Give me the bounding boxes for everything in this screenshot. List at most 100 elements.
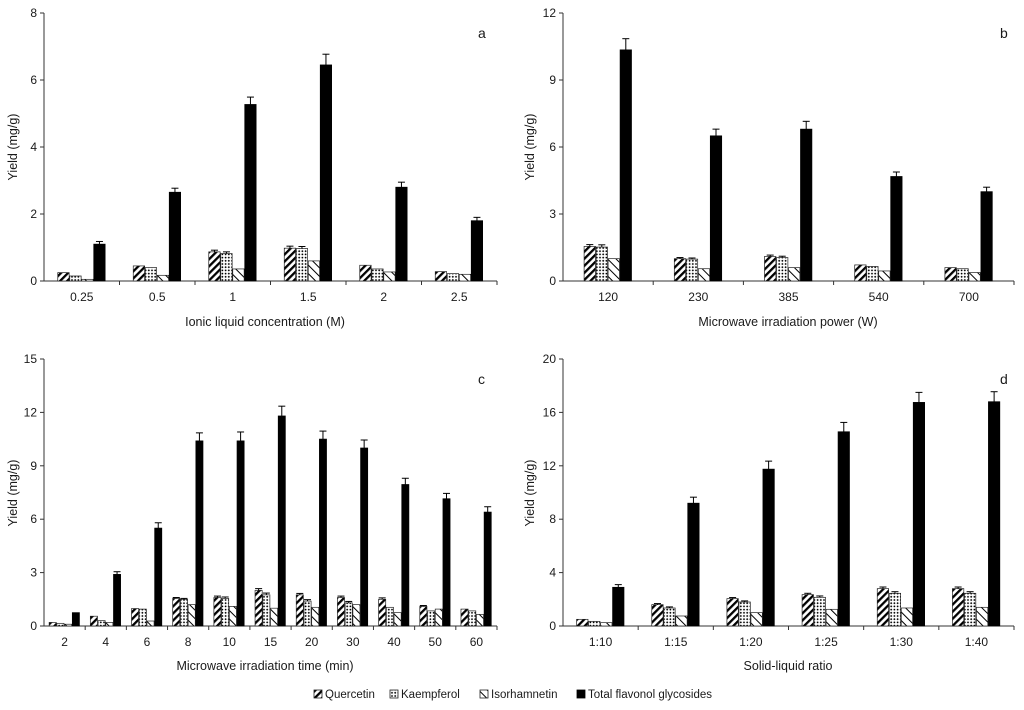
- bar-isorhamnetin: [352, 604, 361, 627]
- y-tick-label: 0: [30, 274, 37, 288]
- bar-isorhamnetin: [81, 278, 94, 282]
- bar-isorhamnetin: [675, 615, 688, 627]
- x-tick-label: 30: [346, 635, 360, 649]
- bar-isorhamnetin: [750, 612, 763, 627]
- y-tick-label: 15: [24, 352, 38, 366]
- x-tick-label: 20: [305, 635, 319, 649]
- bar-total-flavonol-glycosides: [912, 402, 925, 627]
- panel-b-ticks: 0 3 6 9 12 120 230 385 540 700: [543, 6, 1015, 304]
- bar-isorhamnetin: [187, 604, 196, 627]
- bar-isorhamnetin: [228, 606, 237, 627]
- bar-kaempferol: [144, 267, 157, 282]
- y-tick-label: 8: [30, 6, 37, 20]
- bar-total-flavonol-glycosides: [800, 128, 813, 282]
- x-tick-label: 4: [102, 635, 109, 649]
- bar-kaempferol: [446, 273, 459, 282]
- panel-b-ylabel: Yield (mg/g): [523, 114, 537, 181]
- bar-quercetin: [673, 258, 687, 282]
- bar-kaempferol: [595, 246, 608, 282]
- bar-quercetin: [434, 271, 447, 282]
- x-tick-label: 10: [223, 635, 237, 649]
- y-tick-label: 2: [30, 207, 37, 221]
- x-tick-label: 50: [429, 635, 443, 649]
- panel-c-xlabel: Microwave irradiation time (min): [176, 659, 353, 673]
- bar-total-flavonol-glycosides: [980, 191, 993, 282]
- bar-kaempferol: [468, 610, 477, 627]
- bar-total-flavonol-glycosides: [442, 498, 451, 627]
- bar-total-flavonol-glycosides: [890, 176, 903, 282]
- x-tick-label: 40: [387, 635, 401, 649]
- bar-kaempferol: [964, 592, 977, 627]
- bar-quercetin: [583, 246, 596, 282]
- bar-kaempferol: [180, 598, 188, 627]
- panel-c-ylabel: Yield (mg/g): [6, 460, 20, 527]
- bar-quercetin: [952, 588, 965, 627]
- bar-kaempferol: [588, 620, 601, 627]
- bar-quercetin: [254, 590, 263, 627]
- bar-kaempferol: [738, 601, 751, 627]
- bar-total-flavonol-glycosides: [612, 586, 625, 627]
- x-tick-label: 2: [61, 635, 68, 649]
- bar-isorhamnetin: [976, 606, 989, 627]
- x-tick-label: 1:15: [664, 635, 688, 649]
- bar-total-flavonol-glycosides: [360, 447, 369, 627]
- panel-b-label: b: [1000, 25, 1008, 41]
- bar-total-flavonol-glycosides: [762, 468, 775, 627]
- bar-quercetin: [213, 597, 222, 627]
- bar-total-flavonol-glycosides: [319, 438, 327, 627]
- y-tick-label: 6: [549, 140, 556, 154]
- bar-isorhamnetin: [307, 260, 320, 282]
- panel-b-xlabel: Microwave irradiation power (W): [698, 315, 877, 329]
- x-tick-label: 700: [959, 290, 979, 304]
- x-tick-label: 120: [598, 290, 618, 304]
- y-tick-label: 8: [549, 512, 556, 526]
- bar-total-flavonol-glycosides: [195, 440, 204, 627]
- bar-quercetin: [651, 604, 664, 627]
- panel-a-label: a: [478, 25, 486, 41]
- bar-isorhamnetin: [393, 612, 402, 627]
- bar-kaempferol: [813, 596, 826, 627]
- bar-kaempferol: [685, 258, 699, 282]
- x-tick-label: 60: [470, 635, 484, 649]
- y-tick-label: 4: [30, 140, 37, 154]
- legend-swatch-isorhamnetin: [479, 689, 489, 699]
- legend-swatch-quercetin: [313, 689, 323, 699]
- panel-d-bars: [576, 391, 1001, 627]
- panel-d: 0 4 8 12 16 20 1:10 1:15 1:20 1:25 1:30 1:40 d Soli…: [523, 352, 1015, 673]
- bar-quercetin: [359, 264, 372, 282]
- panel-a: 0 2 4 6 8 0.25 0.5 1 1.5 2 2.5 a Ionic liquid conc…: [6, 6, 498, 329]
- y-tick-label: 4: [549, 566, 556, 580]
- bar-isorhamnetin: [825, 608, 838, 627]
- x-tick-label: 1:10: [589, 635, 613, 649]
- legend-label-isorhamnetin: Isorhamnetin: [491, 689, 557, 701]
- bar-quercetin: [419, 606, 428, 627]
- bar-isorhamnetin: [697, 268, 711, 282]
- bar-isorhamnetin: [105, 622, 114, 627]
- bar-isorhamnetin: [434, 608, 443, 627]
- bar-total-flavonol-glycosides: [483, 511, 492, 627]
- bar-quercetin: [764, 256, 777, 282]
- bar-isorhamnetin: [146, 620, 155, 627]
- bar-isorhamnetin: [607, 258, 620, 282]
- bar-kaempferol: [295, 248, 308, 282]
- bar-quercetin: [460, 608, 469, 627]
- bar-total-flavonol-glycosides: [470, 220, 483, 282]
- x-tick-label: 1:40: [965, 635, 989, 649]
- bar-isorhamnetin: [232, 268, 245, 282]
- bar-quercetin: [576, 618, 589, 627]
- bar-total-flavonol-glycosides: [837, 431, 850, 627]
- bar-total-flavonol-glycosides: [709, 135, 723, 282]
- x-tick-label: 2.5: [451, 290, 468, 304]
- legend-item-total: Total flavonol glycosides: [576, 689, 712, 701]
- bar-quercetin: [854, 264, 867, 282]
- y-tick-label: 12: [24, 405, 38, 419]
- y-tick-label: 12: [543, 6, 557, 20]
- bar-total-flavonol-glycosides: [168, 191, 181, 282]
- bar-quercetin: [283, 247, 296, 282]
- bar-kaempferol: [69, 275, 82, 282]
- bar-isorhamnetin: [64, 623, 73, 627]
- bar-isorhamnetin: [311, 606, 320, 627]
- bar-isorhamnetin: [476, 614, 484, 627]
- bar-total-flavonol-glycosides: [154, 527, 163, 627]
- x-tick-label: 1:20: [739, 635, 763, 649]
